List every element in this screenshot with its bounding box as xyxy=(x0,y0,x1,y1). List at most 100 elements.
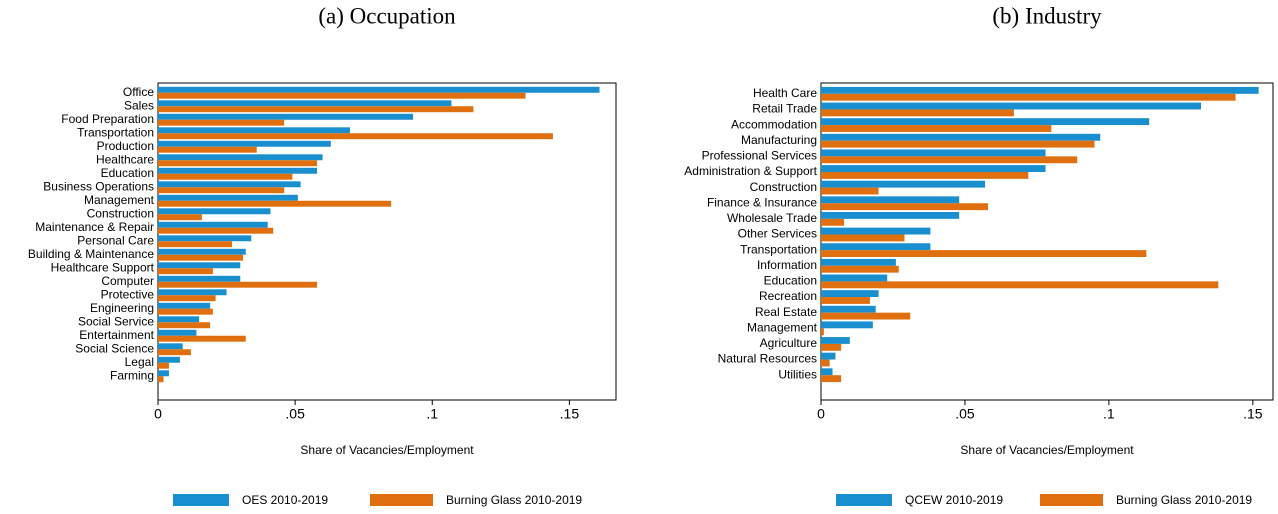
legend-swatch xyxy=(370,494,433,506)
bar xyxy=(821,234,905,242)
x-tick-label: 0 xyxy=(817,406,825,422)
bar xyxy=(158,214,202,221)
bar xyxy=(158,295,216,302)
bar xyxy=(821,93,1236,101)
bar xyxy=(158,200,392,207)
bar xyxy=(158,227,274,234)
category-label: Healthcare Support xyxy=(51,260,155,274)
category-label: Education xyxy=(101,166,154,180)
bar xyxy=(158,289,227,296)
bar xyxy=(158,322,211,329)
bar xyxy=(158,329,197,336)
category-label: Retail Trade xyxy=(752,102,817,116)
bar xyxy=(821,118,1150,126)
category-label: Recreation xyxy=(759,289,817,303)
legend-label: QCEW 2010-2019 xyxy=(905,493,1003,507)
category-label: Social Service xyxy=(78,314,154,328)
category-label: Building & Maintenance xyxy=(28,247,154,261)
legend-label: Burning Glass 2010-2019 xyxy=(446,493,582,507)
bar xyxy=(821,102,1202,110)
bar xyxy=(158,154,323,161)
bar xyxy=(158,262,241,269)
bar xyxy=(821,109,1014,117)
bar xyxy=(821,343,842,351)
bar xyxy=(821,196,960,204)
category-label: Health Care xyxy=(753,86,817,100)
legend-label: Burning Glass 2010-2019 xyxy=(1116,493,1252,507)
category-label: Construction xyxy=(87,206,154,220)
bar xyxy=(821,368,833,376)
bar xyxy=(821,156,1078,164)
bar xyxy=(158,254,244,261)
bar xyxy=(821,337,850,344)
bar xyxy=(821,140,1095,148)
category-label: Professional Services xyxy=(702,149,817,163)
legend-swatch xyxy=(836,494,892,506)
bar xyxy=(158,113,414,120)
bar xyxy=(821,149,1046,157)
bar xyxy=(821,290,879,298)
bar xyxy=(158,376,164,383)
bar xyxy=(158,248,246,255)
plot-frame xyxy=(820,82,1274,401)
category-label: Entertainment xyxy=(79,328,154,342)
bar xyxy=(158,302,211,309)
chart-title: (a) Occupation xyxy=(318,3,456,28)
bar xyxy=(158,362,169,369)
category-label: Production xyxy=(97,139,154,153)
bar xyxy=(821,312,911,320)
bar xyxy=(821,133,1101,141)
bar xyxy=(158,235,252,242)
bar xyxy=(158,335,246,342)
chart-title: (b) Industry xyxy=(992,3,1102,28)
category-label: Legal xyxy=(125,355,154,369)
bar xyxy=(821,281,1219,289)
bar xyxy=(821,243,931,251)
bar xyxy=(821,171,1029,179)
bar xyxy=(158,160,318,167)
bar xyxy=(158,106,474,113)
bar xyxy=(158,194,298,201)
x-tick-label: 0 xyxy=(154,406,162,422)
bar xyxy=(821,125,1052,132)
category-label: Engineering xyxy=(90,301,154,315)
category-label: Real Estate xyxy=(755,305,817,319)
bar xyxy=(158,86,600,93)
category-label: Social Science xyxy=(75,341,154,355)
x-tick-label: .1 xyxy=(1103,406,1115,422)
x-tick-label: .15 xyxy=(560,406,580,422)
bar xyxy=(158,100,452,107)
category-label: Other Services xyxy=(738,227,817,241)
bar xyxy=(158,308,213,315)
category-label: Accommodation xyxy=(731,117,817,131)
legend-swatch xyxy=(173,494,229,506)
bar xyxy=(158,221,268,228)
bar xyxy=(158,356,180,363)
bar xyxy=(821,211,960,219)
bar xyxy=(821,258,896,266)
bar xyxy=(821,203,988,211)
bar xyxy=(821,165,1046,172)
bar xyxy=(158,133,553,140)
category-label: Personal Care xyxy=(77,233,154,247)
bar xyxy=(158,316,200,323)
category-label: Finance & Insurance xyxy=(707,195,817,209)
bar xyxy=(158,92,526,99)
bar xyxy=(821,359,830,367)
bar xyxy=(158,187,285,194)
category-label: Transportation xyxy=(740,242,817,256)
category-label: Protective xyxy=(101,287,155,301)
bar xyxy=(821,187,879,195)
legend-label: OES 2010-2019 xyxy=(242,493,328,507)
bar xyxy=(158,167,318,174)
category-label: Farming xyxy=(110,368,154,382)
bar xyxy=(158,208,271,215)
x-axis-label: Share of Vacancies/Employment xyxy=(300,443,474,457)
bar xyxy=(158,146,257,153)
x-tick-label: .1 xyxy=(426,406,438,422)
bar xyxy=(821,265,899,273)
category-label: Management xyxy=(84,193,155,207)
x-tick-label: .05 xyxy=(285,406,305,422)
bar xyxy=(821,352,836,360)
